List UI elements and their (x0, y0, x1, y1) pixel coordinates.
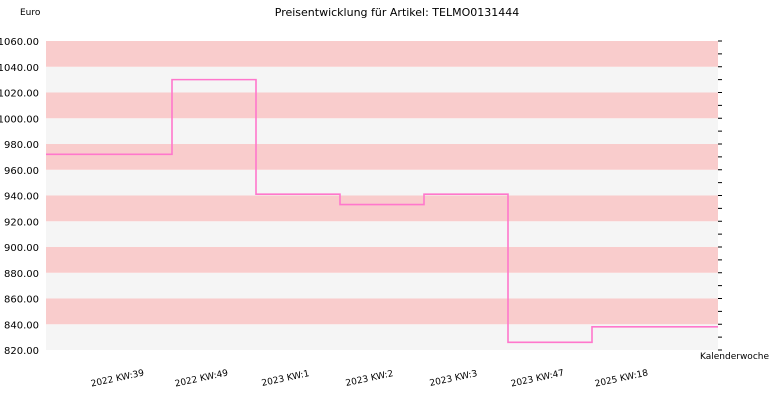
x-tick-label: 2023 KW:47 (510, 369, 565, 390)
x-tick-label: 2023 KW:2 (345, 369, 395, 389)
y-tick-label: 1060.00 (0, 37, 39, 48)
y-tick-label: 1020.00 (0, 89, 39, 100)
grid-band (46, 324, 718, 350)
grid-band (46, 247, 718, 273)
series-layer (46, 78, 718, 344)
grid-band (46, 169, 718, 196)
y-axis-label: Euro (20, 8, 41, 18)
y-tick-labels: 820.00 840.00 860.00 880.00 900.00 920.00 940.… (0, 37, 39, 357)
grid-band (46, 41, 718, 67)
y-tick-label: 820.00 (4, 346, 39, 357)
y-tick-label: 900.00 (4, 243, 39, 254)
y-tick-label: 1040.00 (0, 63, 39, 74)
x-tick-label: 2022 KW:49 (174, 368, 229, 389)
grid-band (46, 195, 718, 222)
grid-band (46, 144, 718, 170)
y-tick-label: 840.00 (4, 320, 39, 331)
y-tick-label: 880.00 (4, 269, 39, 280)
grid-band (46, 118, 718, 144)
grid-bands (46, 41, 718, 350)
y-tick-label: 960.00 (4, 166, 39, 177)
x-tick-label: 2022 KW:39 (90, 368, 145, 389)
x-tick-label: 2023 KW:1 (261, 369, 311, 389)
price-step-line (46, 78, 718, 344)
x-axis-label: Kalenderwoche (700, 352, 769, 362)
y-tick-label: 1000.00 (0, 114, 39, 125)
chart-title: Preisentwicklung für Artikel: TELMO01314… (275, 6, 520, 19)
right-axis-ticks (718, 40, 722, 351)
y-tick-label: 940.00 (4, 192, 39, 203)
x-tick-labels: 2022 KW:39 2022 KW:49 2023 KW:1 2023 KW:2 20… (90, 368, 649, 389)
y-tick-label: 980.00 (4, 140, 39, 151)
x-tick-label: 2025 KW:18 (594, 368, 649, 389)
grid-band (46, 66, 718, 93)
grid-band (46, 221, 718, 247)
grid-band (46, 272, 718, 299)
grid-band (46, 298, 718, 325)
y-tick-label: 860.00 (4, 295, 39, 306)
x-tick-label: 2023 KW:3 (429, 369, 479, 389)
y-tick-label: 920.00 (4, 217, 39, 228)
grid-band (46, 92, 718, 119)
